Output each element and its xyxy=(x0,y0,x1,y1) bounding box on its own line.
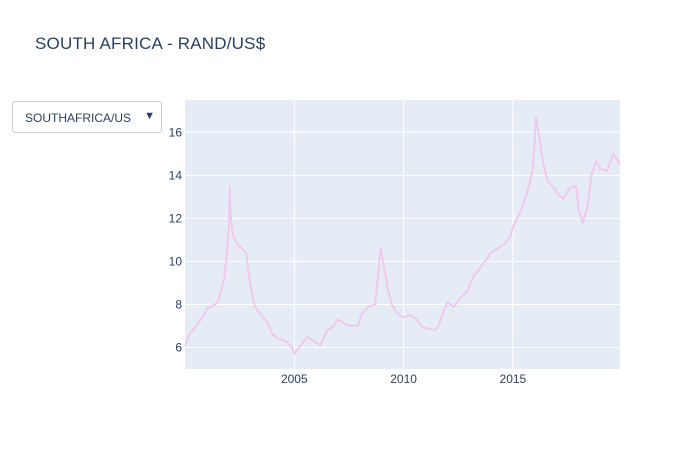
currency-dropdown[interactable]: SOUTHAFRICA/US ▼ xyxy=(12,101,162,133)
x-tick-label: 2015 xyxy=(500,372,527,386)
dropdown-selected-label: SOUTHAFRICA/US xyxy=(25,111,132,125)
triangle-down-icon: ▼ xyxy=(144,110,155,122)
y-tick-label: 10 xyxy=(169,254,183,268)
y-tick-label: 14 xyxy=(169,168,183,182)
series-line xyxy=(184,116,621,355)
x-tick-label: 2005 xyxy=(281,372,308,386)
y-tick-label: 16 xyxy=(169,125,183,139)
y-tick-label: 6 xyxy=(175,340,182,354)
page-title: SOUTH AFRICA - RAND/US$ xyxy=(35,34,266,53)
plot-background xyxy=(185,100,620,369)
y-tick-label: 12 xyxy=(169,211,183,225)
y-tick-label: 8 xyxy=(175,297,182,311)
x-tick-label: 2010 xyxy=(390,372,417,386)
